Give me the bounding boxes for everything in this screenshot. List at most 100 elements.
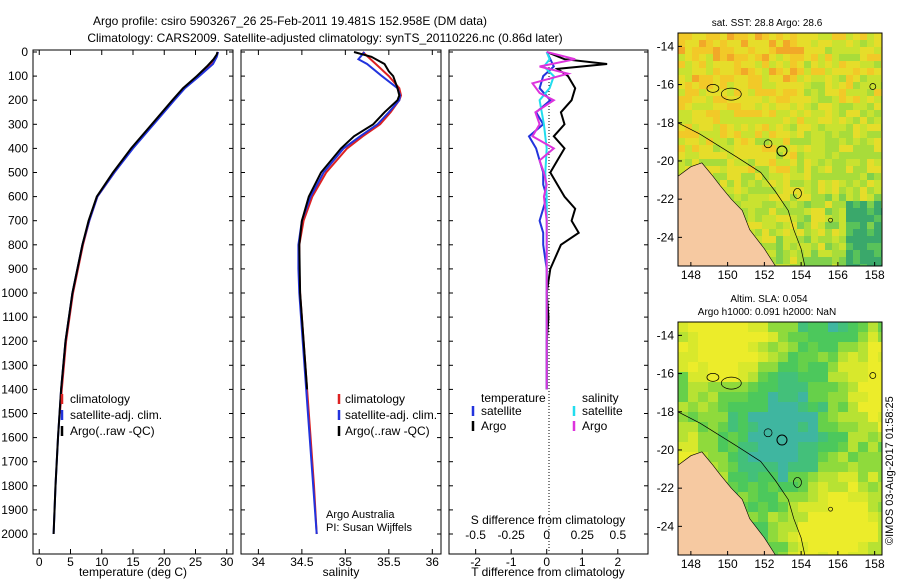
map-y-tick-label: -20 [657,154,675,168]
map-cell [808,422,818,432]
map-cell [798,522,808,532]
map-cell [685,68,692,75]
map-cell [776,89,783,96]
map-cell [798,552,808,555]
legend-s-argo-label: Argo [582,419,608,433]
map-cell [738,432,748,442]
map-cell [788,352,798,362]
map-cell [867,40,874,47]
map-cell [811,47,818,54]
map-cell [811,61,818,68]
map-cell [699,96,706,103]
map-cell [878,502,882,512]
map-cell [818,422,828,432]
map-cell [838,532,848,542]
map-cell [846,222,853,229]
map-cell [768,322,778,332]
map-cell [790,229,797,236]
map-cell [874,222,881,229]
map-cell [788,392,798,402]
map-cell [874,215,881,222]
depth-tick-label: 1500 [1,407,28,421]
map-cell [839,103,846,110]
map-cell [839,75,846,82]
map-cell [741,110,748,117]
series-line-argo [298,51,401,390]
map-cell [762,68,769,75]
legend-climatology-label: climatology [345,392,405,406]
map-cell [688,332,698,342]
map-cell [818,382,828,392]
map-cell [738,452,748,462]
map-cell [825,187,832,194]
map-cell [778,522,788,532]
map-cell [808,532,818,542]
map-cell [778,352,788,362]
map-cell [762,131,769,138]
map-cell [755,152,762,159]
x-tick-label-top: 0.5 [609,528,626,542]
map-cell [798,512,808,522]
map-cell [804,201,811,208]
map-x-tick-label: 156 [828,268,848,282]
map-cell [790,96,797,103]
map-cell [868,522,878,532]
map-frame [677,32,883,267]
map-cell [692,124,699,131]
map-cell [783,33,790,40]
map-cell [713,110,720,117]
map-cell [858,332,868,342]
map-cell [832,264,839,266]
map-cell [685,159,692,166]
map-cell [678,412,688,422]
depth-tick-label: 500 [8,166,28,180]
map-cell [797,68,804,75]
map-cell [783,201,790,208]
map-cell [811,201,818,208]
map-cell [748,402,758,412]
map-cell [713,117,720,124]
map-cell [776,103,783,110]
map-cell [828,442,838,452]
map-cell [848,492,858,502]
x-tick-label-top: 0 [543,528,550,542]
map-cell [867,264,874,266]
map-cell [755,82,762,89]
map-cell [828,392,838,402]
map-cell [846,82,853,89]
map-cell [776,236,783,243]
map-cell [708,402,718,412]
map-cell [797,145,804,152]
map-cell [685,82,692,89]
map-cell [798,412,808,422]
map-cell [804,75,811,82]
map-cell [858,482,868,492]
legend-t-argo-label: Argo [481,419,507,433]
map-cell [804,68,811,75]
map-cell [874,75,881,82]
map-cell [818,131,825,138]
map-cell [839,138,846,145]
map-cell [678,89,685,96]
map-x-tick-label: 158 [865,557,885,571]
map-cell [720,131,727,138]
map-cell [848,502,858,512]
map-cell [828,342,838,352]
map-cell [718,442,728,452]
map-cell [768,352,778,362]
map-cell [818,352,828,362]
temperature-plot: 0 5 10 15 20 25 30 [36,50,234,569]
map-cell [678,145,685,152]
map-cell [762,173,769,180]
map-cell [720,152,727,159]
map-cell [797,166,804,173]
map-cell [718,322,728,332]
map-cell [867,159,874,166]
map-cell [860,110,867,117]
map-cell [688,372,698,382]
map-cell [818,222,825,229]
map-cell [788,482,798,492]
map-cell [699,40,706,47]
map-cell [808,442,818,452]
map-cell [741,180,748,187]
